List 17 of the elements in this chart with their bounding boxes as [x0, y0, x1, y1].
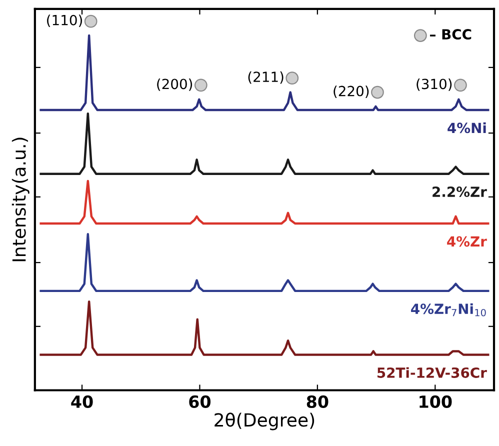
annotation: (110): [47, 14, 82, 27]
annotation: – BCC: [430, 29, 472, 40]
annotation: (211): [248, 71, 284, 84]
x-tick-label: 100: [420, 395, 452, 408]
annotation: (220): [334, 86, 369, 98]
series-label: 4%Zr$_{7}$Ni$_{10}$: [411, 303, 486, 316]
x-tick-label: 80: [306, 395, 328, 408]
series-label: 4%Zr: [447, 236, 487, 247]
x-tick-label: 40: [71, 395, 93, 408]
annotation: (310): [416, 78, 452, 91]
series-label: 52Ti-12V-36Cr: [377, 367, 487, 378]
x-tick-label: 60: [189, 395, 211, 408]
y-axis-title: Intensity(a.u.): [12, 138, 30, 262]
x-axis-title: 2θ(Degree): [214, 412, 314, 430]
annotation: (200): [157, 78, 192, 91]
series-label: 4%Ni: [448, 122, 486, 134]
series-label: 2.2%Zr: [432, 186, 487, 198]
